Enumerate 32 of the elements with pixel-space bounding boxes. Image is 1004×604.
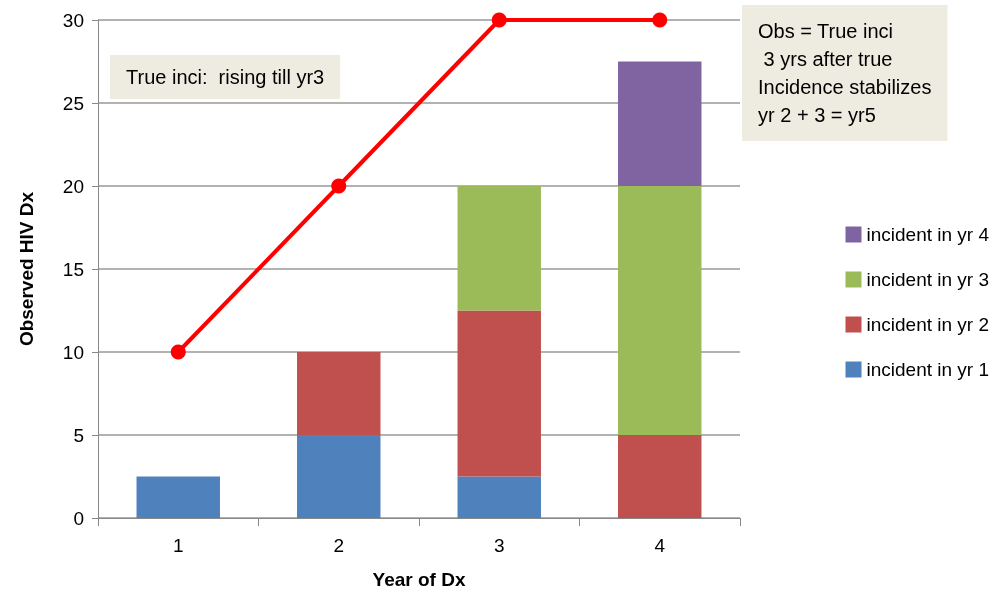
legend-label: incident in yr 1 (866, 359, 990, 380)
bar (618, 435, 702, 518)
annotation: True inci: rising till yr3 (126, 66, 325, 88)
legend-label: incident in yr 4 (866, 224, 990, 245)
y-tick-label: 25 (62, 92, 84, 114)
bar (618, 61, 702, 186)
bar (136, 476, 220, 518)
x-tick-label: 4 (654, 535, 666, 556)
x-tick-label: 1 (172, 535, 184, 556)
y-tick-label: 20 (62, 175, 84, 197)
bar (457, 476, 541, 518)
y-tick-label: 10 (62, 341, 84, 363)
bar (457, 310, 541, 477)
y-tick-label: 15 (62, 258, 84, 280)
x-tick-label: 3 (493, 535, 505, 556)
bar (297, 352, 381, 435)
y-tick-label: 5 (73, 424, 84, 446)
x-axis-title: Year of Dx (372, 569, 466, 590)
y-tick-label: 30 (62, 9, 84, 31)
bar (618, 186, 702, 435)
text: Obs = True inci 3 yrs after true Incidence stabilizes yr 2 + 3 = yr5 (758, 20, 932, 126)
bar (297, 435, 381, 518)
bar (457, 186, 541, 311)
x-tick-label: 2 (333, 535, 345, 556)
point (491, 12, 507, 28)
point (331, 178, 347, 194)
legend-label: incident in yr 3 (866, 269, 990, 290)
y-tick-label: 0 (73, 507, 84, 529)
y-axis-title: Observed HIV Dx (16, 191, 37, 347)
point (170, 344, 186, 360)
legend-label: incident in yr 2 (866, 314, 990, 335)
point (652, 12, 668, 28)
